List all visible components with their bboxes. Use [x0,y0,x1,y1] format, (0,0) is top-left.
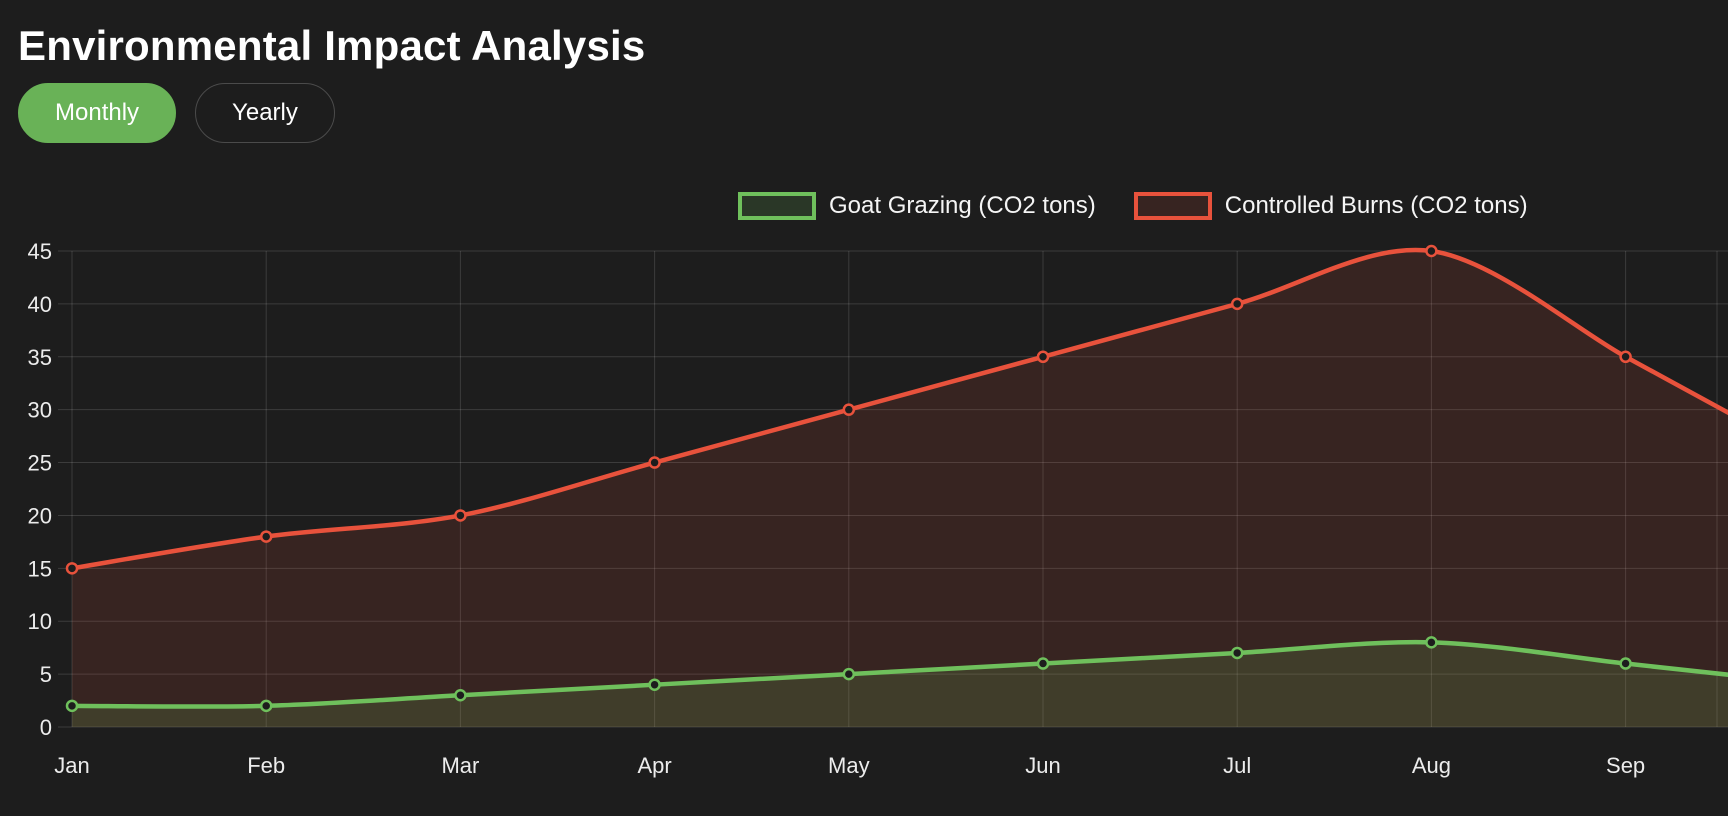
legend-color-box [1133,192,1212,220]
data-point[interactable] [259,530,273,543]
data-point[interactable] [1036,657,1050,670]
data-point[interactable] [648,456,661,469]
data-point[interactable] [842,403,856,416]
monthly-toggle-button[interactable]: Monthly [18,83,177,143]
y-axis-tick-label: 10 [28,609,52,634]
y-axis-tick-label: 45 [28,239,52,264]
x-axis-tick-label: Jul [1223,753,1251,778]
view-toggle-group: Monthly Yearly [18,83,1728,143]
x-axis-tick-label: Apr [637,753,671,778]
y-axis-tick-label: 15 [28,556,52,581]
data-point[interactable] [1230,646,1244,660]
data-point[interactable] [454,689,467,702]
series-line [69,247,1728,571]
series-line [69,639,1728,709]
y-axis-tick-label: 25 [28,451,52,476]
chart-container: Goat Grazing (CO2 tons) Controlled Burns … [0,160,1728,816]
data-point[interactable] [1425,636,1438,649]
y-axis-tick-label: 40 [28,292,52,317]
data-point[interactable] [259,699,273,713]
data-point[interactable] [1619,657,1632,670]
legend-item[interactable]: Goat Grazing (CO2 tons) [738,192,1096,220]
y-axis-tick-label: 0 [40,715,52,740]
legend-label: Controlled Burns (CO2 tons) [1224,192,1528,219]
y-axis-tick-label: 5 [40,662,52,687]
data-point[interactable] [1036,350,1050,364]
x-axis-tick-label: Feb [247,753,285,778]
legend-item[interactable]: Controlled Burns (CO2 tons) [1133,192,1528,220]
data-point[interactable] [65,562,79,575]
yearly-toggle-button[interactable]: Yearly [195,83,335,143]
series-area-fill [72,642,1728,727]
x-axis-tick-label: May [828,753,870,778]
y-axis-tick-label: 35 [28,345,52,370]
data-point[interactable] [648,678,661,691]
legend-label: Goat Grazing (CO2 tons) [829,192,1096,219]
data-point[interactable] [454,509,467,522]
x-axis-tick-label: Sep [1606,753,1645,778]
data-point[interactable] [65,699,79,713]
y-axis-tick-label: 20 [28,503,52,528]
legend-color-box [738,192,816,220]
y-axis-tick-label: 30 [28,398,52,423]
x-axis-tick-label: Jan [54,753,89,778]
chart-canvas: 0 5 10 15 20 25 30 35 40 45 Jan Feb Mar Apr May Jun Jul A… [28,239,1728,778]
data-point[interactable] [1425,244,1438,258]
chart-legend: Goat Grazing (CO2 tons) Controlled Burns … [738,192,1528,220]
x-axis-tick-label: Mar [441,753,479,778]
x-axis-tick-label: Jun [1025,753,1060,778]
data-point[interactable] [1619,350,1632,364]
data-point[interactable] [842,667,856,681]
x-axis-tick-label: Aug [1412,753,1451,778]
series-area-fill [72,249,1728,727]
page-title: Environmental Impact Analysis [18,22,646,69]
data-point[interactable] [1230,297,1244,311]
